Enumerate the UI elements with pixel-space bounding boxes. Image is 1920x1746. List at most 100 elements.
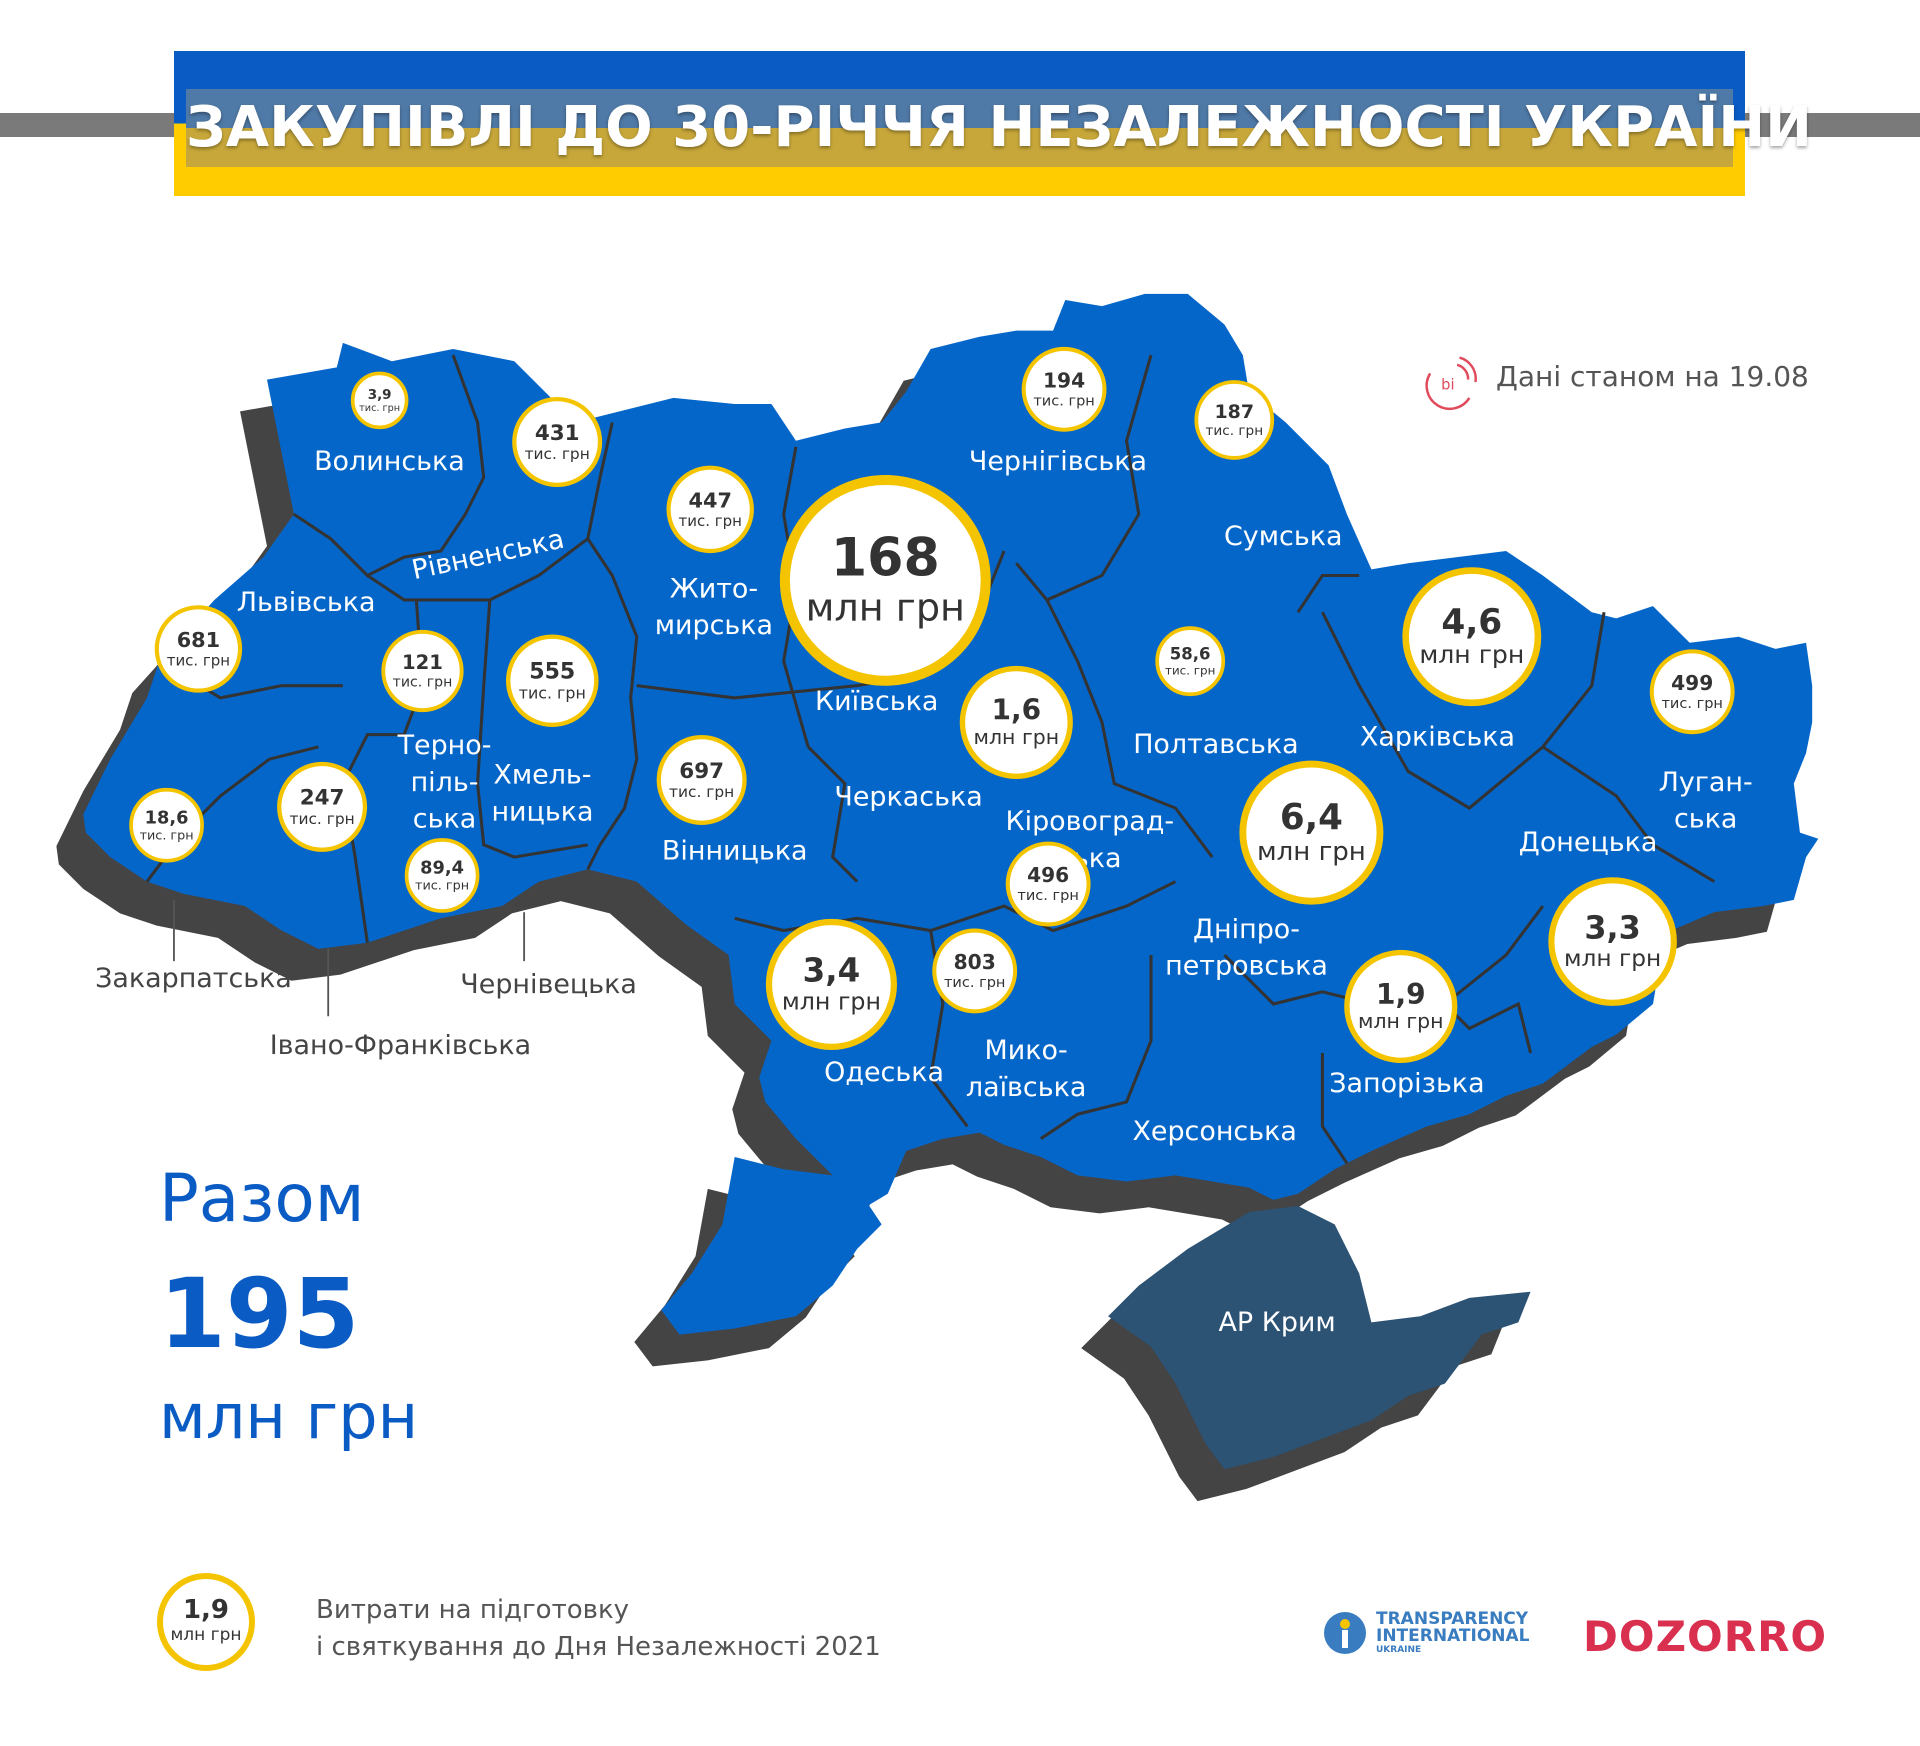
circle-value: 4,6 (1441, 602, 1502, 642)
region-label: Терно-піль-ська (397, 730, 492, 834)
ti-text-1: TRANSPARENCY (1376, 1609, 1529, 1629)
circle-value: 1,6 (992, 694, 1042, 727)
region-label-line: Волинська (314, 446, 465, 477)
region-label-line: Терно- (397, 730, 492, 761)
circle-value: 1,9 (1376, 978, 1426, 1011)
region-label-line: Сумська (1224, 521, 1342, 552)
region-label-line: Дніпро- (1193, 914, 1300, 945)
circle-shape (350, 371, 409, 430)
region-label-line: лаївська (966, 1072, 1086, 1103)
circle-shape (277, 761, 368, 852)
circle-value: 3,9 (368, 388, 392, 403)
circle-unit: млн грн (1419, 640, 1524, 669)
circle-unit: млн грн (1564, 945, 1661, 972)
region-label: Черкаська (834, 782, 982, 813)
circle-value: 447 (689, 488, 732, 512)
ti-text-2: INTERNATIONAL (1376, 1626, 1530, 1646)
page-title: ЗАКУПІВЛІ ДО 30-РІЧЧЯ НЕЗАЛЕЖНОСТІ УКРАЇ… (186, 95, 1813, 160)
region-label-line: ська (413, 804, 476, 835)
region-label: Хмель-ницька (491, 760, 593, 828)
circle-unit: тис. грн (415, 879, 469, 894)
region-label-line: Запорізька (1329, 1068, 1484, 1099)
region-border (1045, 599, 1214, 859)
bipro-logo: bi (1425, 356, 1477, 411)
circle-shape (932, 928, 1018, 1014)
circle-shape (1155, 626, 1226, 697)
region-label-line: ницька (491, 796, 593, 827)
circle-unit: тис. грн (1165, 663, 1215, 677)
region-border (1296, 573, 1360, 614)
total-label: Разом (159, 1160, 365, 1237)
region-label-line: Черкаська (834, 782, 982, 813)
region-border (1321, 611, 1606, 810)
circle-value: 803 (954, 950, 996, 974)
circle-value: 58,6 (1170, 645, 1211, 664)
region-label: Чернігівська (969, 446, 1147, 477)
region-label-line: мирська (655, 610, 773, 641)
region-label: Івано-Франківська (270, 1030, 532, 1061)
circle-unit: млн грн (974, 725, 1060, 749)
region-label: Кіровоград-ська (1006, 806, 1175, 874)
region-label: АР Крим (1219, 1307, 1336, 1338)
legend-line-1: Витрати на підготовку (316, 1595, 630, 1625)
label-leader-lines (173, 899, 526, 1017)
circle-unit: тис. грн (167, 652, 230, 670)
region-label-line: Донецька (1519, 827, 1658, 858)
region-border (1541, 745, 1716, 883)
legend-unit: млн грн (170, 1625, 242, 1645)
region-label-line: Чернігівська (969, 446, 1147, 477)
legend-line-2: і святкування до Дня Незалежності 2021 (316, 1632, 881, 1662)
region-label-line: петровська (1165, 951, 1328, 982)
circle-shape (765, 918, 898, 1050)
circle-shape (1548, 877, 1677, 1006)
circle-shape (1021, 346, 1107, 432)
region-border (807, 745, 859, 883)
crimea-region (1108, 1206, 1531, 1470)
region-label: Київська (815, 686, 938, 717)
circle-unit: тис. грн (679, 512, 742, 530)
region-label-line: Херсонська (1132, 1116, 1296, 1147)
region-label-line: АР Крим (1219, 1307, 1336, 1338)
circle-value: 496 (1027, 863, 1069, 887)
region-border (1320, 1052, 1349, 1165)
circle-value: 3,3 (1584, 909, 1640, 947)
region-label-line: Івано-Франківська (270, 1030, 532, 1061)
region-label: Жито-мирська (655, 574, 773, 642)
region-label: Львівська (237, 587, 376, 618)
region-label: Сумська (1224, 521, 1342, 552)
circle-shape (404, 838, 480, 913)
odesa-south-part (661, 1157, 882, 1335)
circle-unit: тис. грн (289, 810, 354, 828)
region-label-line: Мико- (985, 1035, 1068, 1066)
circle-value: 168 (831, 528, 940, 588)
circle-unit: тис. грн (525, 445, 590, 463)
circle-shape (1649, 649, 1735, 735)
region-label-line: Вінницька (662, 836, 808, 867)
circle-shape (129, 787, 204, 863)
circle-unit: тис. грн (669, 783, 734, 801)
circle-value: 681 (177, 628, 220, 652)
ti-globe-icon (1324, 1612, 1366, 1654)
region-label-line: Одеська (824, 1057, 944, 1088)
circle-shape (1344, 949, 1458, 1064)
circle-unit: млн грн (1358, 1009, 1444, 1033)
region-label-line: Харківська (1360, 722, 1515, 753)
circle-value: 18,6 (145, 808, 189, 828)
region-label-line: ська (1674, 804, 1737, 835)
region-border (476, 599, 589, 859)
region-label-line: Жито- (670, 574, 758, 605)
